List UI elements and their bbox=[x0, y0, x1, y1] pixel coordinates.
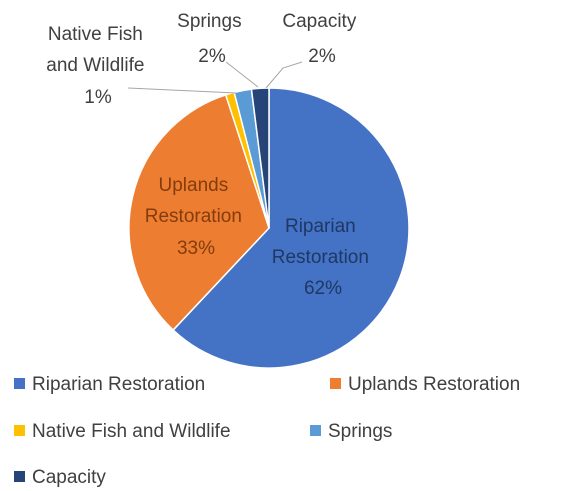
legend-swatch-capacity bbox=[14, 471, 25, 482]
data-label-riparian: Riparian Restoration 62% bbox=[272, 216, 374, 299]
data-label-uplands-value: 33% bbox=[177, 238, 215, 259]
data-label-springs-value: 2% bbox=[198, 46, 226, 67]
leader-line-capacity bbox=[265, 61, 303, 89]
data-label-springs-line1: Springs bbox=[177, 11, 241, 32]
pie-slices bbox=[128, 87, 410, 369]
data-label-capacity-line1: Capacity bbox=[282, 11, 356, 32]
data-label-uplands-line1: Uplands bbox=[159, 175, 229, 196]
legend-swatch-native bbox=[14, 425, 25, 436]
legend-label-uplands: Uplands Restoration bbox=[348, 374, 520, 395]
legend: Riparian Restoration Uplands Restoration… bbox=[14, 374, 520, 488]
legend-label-springs: Springs bbox=[328, 421, 392, 442]
data-label-native-line2: and Wildlife bbox=[46, 55, 144, 76]
legend-swatch-springs bbox=[310, 425, 321, 436]
data-label-uplands-line2: Restoration bbox=[145, 206, 242, 227]
data-label-native-value: 1% bbox=[84, 87, 112, 108]
data-label-riparian-line1: Riparian bbox=[285, 216, 356, 237]
data-label-capacity: Capacity 2% bbox=[282, 11, 361, 67]
leader-lines bbox=[127, 61, 303, 94]
legend-label-capacity: Capacity bbox=[32, 467, 106, 488]
legend-label-native: Native Fish and Wildlife bbox=[32, 421, 231, 442]
data-label-springs: Springs 2% bbox=[177, 11, 247, 67]
data-label-uplands: Uplands Restoration 33% bbox=[145, 175, 247, 259]
leader-line-springs bbox=[225, 61, 259, 88]
data-label-riparian-value: 62% bbox=[304, 278, 342, 299]
pie-slice-capacity bbox=[250, 87, 270, 229]
legend-swatch-uplands bbox=[330, 378, 341, 389]
data-label-native-line1: Native Fish bbox=[48, 24, 143, 45]
legend-swatch-riparian bbox=[14, 378, 25, 389]
pie-slice-uplands-restoration bbox=[128, 93, 270, 332]
data-label-native: Native Fish and Wildlife 1% bbox=[46, 24, 150, 108]
data-label-riparian-line2: Restoration bbox=[272, 247, 369, 268]
leader-line-native bbox=[127, 87, 237, 94]
pie-slice-riparian-restoration bbox=[172, 87, 410, 369]
legend-label-riparian: Riparian Restoration bbox=[32, 374, 205, 395]
data-label-capacity-value: 2% bbox=[308, 46, 336, 67]
